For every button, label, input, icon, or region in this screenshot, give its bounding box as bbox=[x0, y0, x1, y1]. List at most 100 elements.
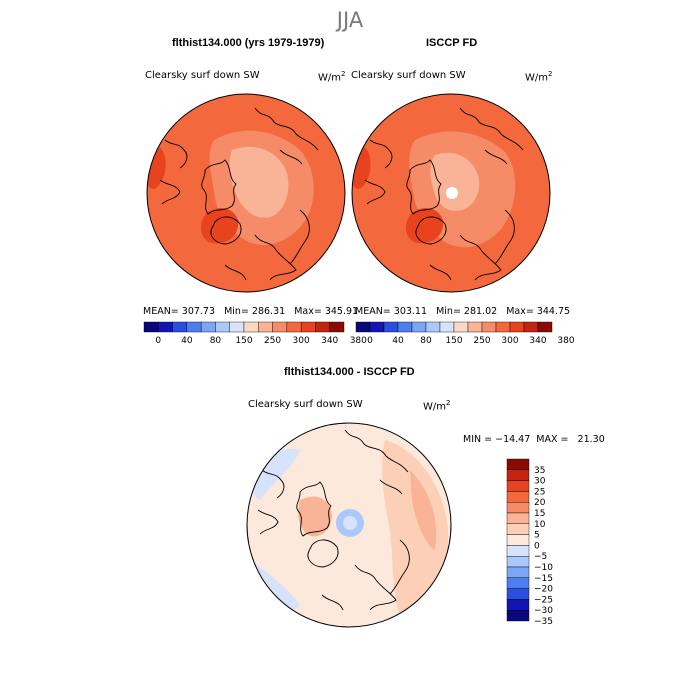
colorbar2-swatch bbox=[411, 321, 427, 333]
colorbar3-swatch bbox=[506, 545, 530, 557]
map-panel2 bbox=[351, 93, 551, 293]
colorbar3-tick-label: 10 bbox=[534, 520, 546, 530]
colorbar1-swatch bbox=[300, 321, 316, 333]
colorbar3-tick-label: −5 bbox=[534, 552, 547, 562]
map3-east-warm bbox=[382, 440, 449, 615]
colorbar2-tick-label: 380 bbox=[557, 336, 574, 346]
colorbar3-tick-label: −15 bbox=[534, 574, 553, 584]
colorbar3-tick-label: −10 bbox=[534, 563, 553, 573]
colorbar1-swatch bbox=[286, 321, 302, 333]
colorbar1-swatch bbox=[200, 321, 216, 333]
colorbar3-swatch bbox=[506, 534, 530, 546]
panel3-units-label: W/m2 bbox=[423, 399, 451, 413]
colorbar3-swatch bbox=[506, 588, 530, 600]
colorbar2-swatch bbox=[453, 321, 469, 333]
colorbar2-swatch bbox=[439, 321, 455, 333]
panel2-units-label: W/m2 bbox=[525, 70, 553, 84]
colorbar3-swatch bbox=[506, 491, 530, 503]
colorbar1-tick-label: 150 bbox=[235, 336, 252, 346]
colorbar3-tick-label: 5 bbox=[534, 531, 540, 541]
colorbar2-swatch bbox=[509, 321, 525, 333]
colorbar1-tick-label: 0 bbox=[155, 336, 161, 346]
map3-border bbox=[246, 422, 452, 628]
colorbar2-tick-label: 40 bbox=[392, 336, 404, 346]
panel2-stats: MEAN= 303.11 Min= 281.02 Max= 344.75 bbox=[355, 306, 571, 317]
colorbar3-tick-label: −35 bbox=[534, 617, 553, 627]
colorbar1-tick-label: 380 bbox=[350, 336, 367, 346]
colorbar3-swatch bbox=[506, 577, 530, 589]
colorbar3-tick-label: 20 bbox=[534, 498, 546, 508]
colorbar3-swatch bbox=[506, 502, 530, 514]
colorbar3-swatch bbox=[506, 469, 530, 481]
map-panel1 bbox=[146, 93, 346, 293]
panel3-minmax-stats: MIN = −14.47 MAX = 21.30 bbox=[463, 434, 605, 445]
colorbar1-swatch bbox=[143, 321, 159, 333]
map3-coastlines bbox=[257, 429, 410, 611]
colorbar2-swatch bbox=[523, 321, 539, 333]
colorbar2-swatch bbox=[355, 321, 371, 333]
colorbar1-tick-label: 40 bbox=[181, 336, 193, 346]
colorbar3-tick-label: −20 bbox=[534, 585, 553, 595]
colorbar3-tick-label: 35 bbox=[534, 466, 545, 476]
colorbar1-swatch bbox=[329, 321, 345, 333]
colorbar2-tick-label: 80 bbox=[420, 336, 432, 346]
colorbar3-tick-label: −30 bbox=[534, 606, 553, 616]
map-panel3 bbox=[246, 422, 452, 628]
colorbar2-swatch bbox=[397, 321, 413, 333]
colorbar2-tick-label: 150 bbox=[445, 336, 462, 346]
panel1-title: flthist134.000 (yrs 1979-1979) bbox=[172, 37, 325, 49]
figure-title: JJA bbox=[336, 8, 364, 32]
map2-coastlines bbox=[364, 107, 524, 281]
colorbar1-swatch bbox=[258, 321, 273, 333]
colorbar1-swatch bbox=[315, 321, 330, 333]
colorbar3-swatch bbox=[506, 458, 530, 471]
colorbar1-tick-label: 80 bbox=[210, 336, 222, 346]
colorbar2-tick-label: 0 bbox=[367, 336, 373, 346]
colorbar3-swatch bbox=[506, 599, 530, 611]
colorbar2-swatch bbox=[383, 321, 399, 333]
colorbar3-tick-label: −25 bbox=[534, 595, 553, 605]
panel3-title: flthist134.000 - ISCCP FD bbox=[284, 366, 415, 378]
colorbar3-swatch bbox=[506, 566, 530, 579]
map3-east-warmer bbox=[410, 470, 437, 550]
colorbar1-swatch bbox=[186, 321, 202, 333]
colorbar3-tick-label: 0 bbox=[534, 541, 540, 551]
colorbar3-swatch bbox=[506, 512, 530, 525]
map2-polar-gap bbox=[446, 187, 458, 199]
colorbar1-swatch bbox=[229, 321, 245, 333]
colorbar2-swatch bbox=[467, 321, 483, 333]
colorbar1-tick-label: 340 bbox=[321, 336, 338, 346]
panel2-variable-label: Clearsky surf down SW bbox=[351, 70, 466, 81]
colorbar1-swatch bbox=[215, 321, 230, 333]
colorbar2-swatch bbox=[369, 321, 385, 333]
colorbar1-tick-label: 250 bbox=[264, 336, 281, 346]
colorbar3-tick-label: 25 bbox=[534, 487, 545, 497]
panel2-title: ISCCP FD bbox=[426, 37, 478, 49]
colorbar2-swatch bbox=[537, 321, 553, 333]
panel1-variable-label: Clearsky surf down SW bbox=[145, 70, 260, 81]
colorbar2-tick-label: 340 bbox=[529, 336, 546, 346]
colorbar3-tick-label: 30 bbox=[534, 477, 546, 487]
colorbar-panel2: 0 40 80 150 250 300 340 380 bbox=[355, 321, 575, 346]
colorbar1-swatch bbox=[272, 321, 288, 333]
map1-inner-field bbox=[229, 146, 289, 218]
colorbar1-swatch bbox=[158, 321, 173, 333]
colorbar3-swatch bbox=[506, 523, 530, 535]
colorbar-panel1: 0 40 80 150 250 300 340 380 bbox=[143, 321, 367, 346]
colorbar2-swatch bbox=[481, 321, 497, 333]
colorbar3-tick-label: 15 bbox=[534, 509, 545, 519]
panel1-units-label: W/m2 bbox=[318, 70, 346, 84]
map2-inner-field bbox=[430, 152, 480, 211]
map1-border bbox=[146, 93, 346, 293]
map2-border bbox=[351, 93, 551, 293]
colorbar1-swatch bbox=[172, 321, 188, 333]
colorbar3-swatch bbox=[506, 610, 530, 622]
map1-coastlines bbox=[159, 107, 319, 281]
map3-greenland-warm bbox=[298, 496, 332, 537]
panel1-stats: MEAN= 307.73 Min= 286.31 Max= 345.91 bbox=[143, 306, 359, 317]
colorbar1-tick-label: 300 bbox=[293, 336, 310, 346]
colorbar3-swatch bbox=[506, 556, 530, 568]
colorbar2-swatch bbox=[495, 321, 511, 333]
